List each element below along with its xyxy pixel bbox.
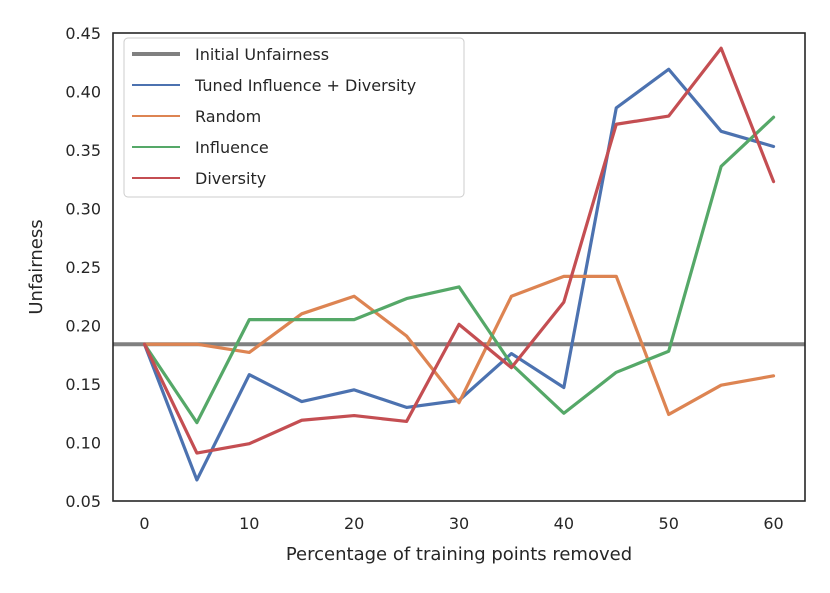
y-tick-label: 0.45 (65, 24, 101, 43)
x-tick-label: 40 (554, 514, 574, 533)
x-tick-label: 20 (344, 514, 364, 533)
series-line-diversity (142, 46, 776, 455)
legend-items: Initial Unfairness Tuned Influence + Dive… (132, 45, 416, 188)
y-tick-label: 0.05 (65, 492, 101, 511)
legend-label: Random (195, 107, 261, 126)
x-axis-label: Percentage of training points removed (286, 544, 632, 565)
y-tick-label: 0.35 (65, 141, 101, 160)
y-tick-label: 0.15 (65, 375, 101, 394)
legend-box (123, 37, 465, 198)
legend-label: Tuned Influence + Diversity (194, 76, 416, 95)
y-tick-label: 0.40 (65, 83, 101, 102)
y-tick-label: 0.25 (65, 258, 101, 277)
series-line-influence (142, 115, 776, 425)
legend-label: Diversity (195, 169, 266, 188)
x-tick-label: 10 (239, 514, 259, 533)
x-tick-label: 50 (659, 514, 679, 533)
y-tick-label: 0.20 (65, 317, 101, 336)
legend-label: Influence (195, 138, 269, 157)
x-tick-label: 60 (763, 514, 783, 533)
legend: Initial Unfairness Tuned Influence + Dive… (123, 37, 465, 198)
y-axis-label: Unfairness (26, 219, 47, 314)
series-layer (142, 46, 776, 482)
x-tick-label: 30 (449, 514, 469, 533)
y-tick-label: 0.10 (65, 434, 101, 453)
x-tick-label: 0 (139, 514, 149, 533)
plot-area-frame (112, 32, 806, 502)
tick-layer: 0 10 20 30 40 50 60 0.05 0.10 0.15 0.20 0.25 0.30 0.3… (65, 24, 783, 533)
legend-label: Initial Unfairness (195, 45, 329, 64)
y-tick-label: 0.30 (65, 200, 101, 219)
series-line-random (142, 274, 776, 417)
